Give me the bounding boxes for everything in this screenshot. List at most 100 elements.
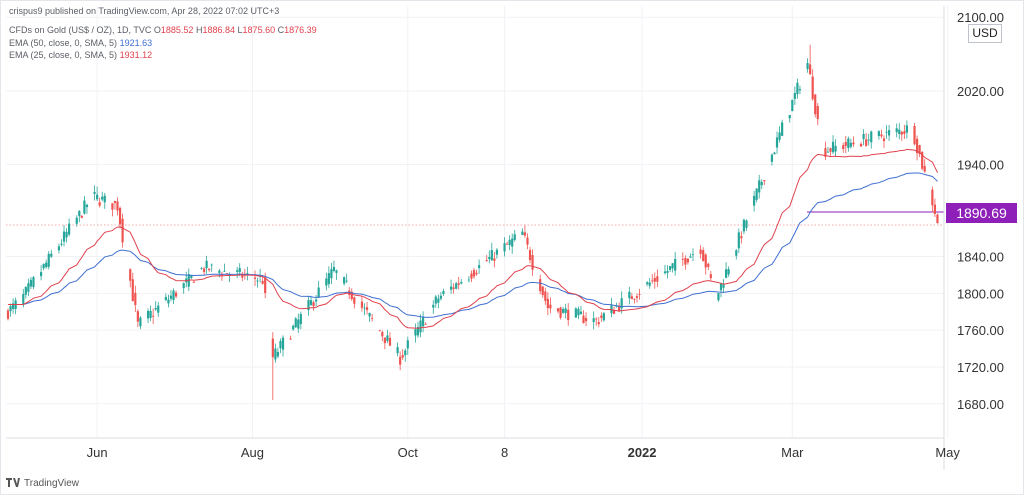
candle-body <box>602 313 605 321</box>
candle-body <box>205 260 208 269</box>
candle-body <box>439 295 442 299</box>
footer-brand[interactable]: TradingView <box>6 478 79 489</box>
candle-body <box>192 281 195 283</box>
candle-body <box>564 308 567 313</box>
candle-body <box>870 131 873 143</box>
candle-body <box>763 180 766 182</box>
candle-body <box>253 277 257 279</box>
candle-body <box>457 283 460 285</box>
candle-body <box>121 218 124 243</box>
candle-body <box>256 280 259 282</box>
candle-body <box>541 286 544 296</box>
time-tick-label: 8 <box>501 445 508 460</box>
price-tick-label: 2020.00 <box>957 84 1004 99</box>
ema-50-line <box>8 172 938 318</box>
currency-button[interactable]: USD <box>968 24 1002 43</box>
candle-body <box>452 287 455 289</box>
candle-body <box>867 139 870 141</box>
candle-body <box>261 280 264 284</box>
candle-body <box>620 298 623 309</box>
ema50-legend[interactable]: EMA (50, close, 0, SMA, 5) 1921.63 <box>9 38 153 48</box>
candle-body <box>503 243 506 252</box>
candle-body <box>918 145 921 154</box>
candle-body <box>592 318 595 323</box>
candle-body <box>396 347 399 354</box>
candle-body <box>167 299 170 304</box>
candle-body <box>136 311 139 322</box>
candle-body <box>371 317 374 319</box>
candle-body <box>508 239 511 246</box>
symbol-label: CFDs on Gold (US$ / OZ), 1D, TVC <box>9 25 152 35</box>
candle-body <box>859 143 863 147</box>
candle-body <box>157 305 160 313</box>
candle-body <box>432 304 435 308</box>
candle-body <box>386 335 389 341</box>
candle-body <box>343 277 346 284</box>
candle-body <box>735 250 738 256</box>
candle-body <box>666 270 669 273</box>
ema25-legend[interactable]: EMA (25, close, 0, SMA, 5) 1931.12 <box>9 50 153 60</box>
candle-body <box>299 313 302 325</box>
candle-body <box>406 340 409 349</box>
candle-body <box>118 207 122 225</box>
candle-body <box>597 322 600 325</box>
candles <box>6 44 939 401</box>
candle-body <box>577 308 580 316</box>
candle-body <box>27 283 30 292</box>
candle-body <box>936 214 939 224</box>
time-tick-label: May <box>935 445 960 460</box>
candle-body <box>414 329 417 336</box>
price-tick-label: 2100.00 <box>957 10 1004 25</box>
candle-body <box>699 249 702 254</box>
candle-body <box>200 268 203 270</box>
candle-body <box>419 320 422 333</box>
candle-body <box>327 273 330 285</box>
candle-body <box>442 291 445 294</box>
candle-body <box>745 220 748 228</box>
candle-body <box>755 188 758 200</box>
price-tick-label: 1800.00 <box>957 286 1004 301</box>
candle-body <box>923 166 926 172</box>
candle-body <box>113 200 117 203</box>
candle-body <box>350 291 353 300</box>
candle-body <box>915 138 919 154</box>
candle-body <box>477 265 481 269</box>
candle-body <box>681 259 684 260</box>
candle-body <box>62 231 66 242</box>
candle-body <box>834 145 837 152</box>
candle-body <box>383 337 386 344</box>
candle-body <box>11 303 15 309</box>
candle-body <box>882 138 886 142</box>
candle-body <box>549 304 552 309</box>
candle-body <box>416 327 420 336</box>
candle-body <box>702 250 705 262</box>
candle-body <box>75 217 78 224</box>
candle-body <box>921 151 924 169</box>
candle-body <box>317 287 320 298</box>
candle-body <box>47 253 50 267</box>
candle-body <box>719 283 723 291</box>
candle-body <box>707 263 710 267</box>
candle-body <box>353 297 356 304</box>
candle-body <box>737 232 740 249</box>
candle-body <box>758 180 761 193</box>
candle-body <box>900 131 903 135</box>
candle-body <box>595 318 598 320</box>
candle-body <box>271 338 274 358</box>
low-value: 1875.60 <box>242 25 276 35</box>
candle-body <box>806 63 809 70</box>
candle-body <box>68 223 71 235</box>
price-tick-label: 1840.00 <box>957 250 1004 265</box>
candle-body <box>83 200 86 214</box>
candle-body <box>241 275 244 278</box>
candle-body <box>633 298 636 300</box>
candle-body <box>404 350 407 356</box>
candle-body <box>345 280 348 282</box>
candle-body <box>862 134 865 140</box>
candle-body <box>57 246 61 251</box>
candle-body <box>381 332 384 337</box>
ema-25-line <box>8 148 938 329</box>
candle-body <box>96 194 99 200</box>
candle-body <box>663 271 667 274</box>
